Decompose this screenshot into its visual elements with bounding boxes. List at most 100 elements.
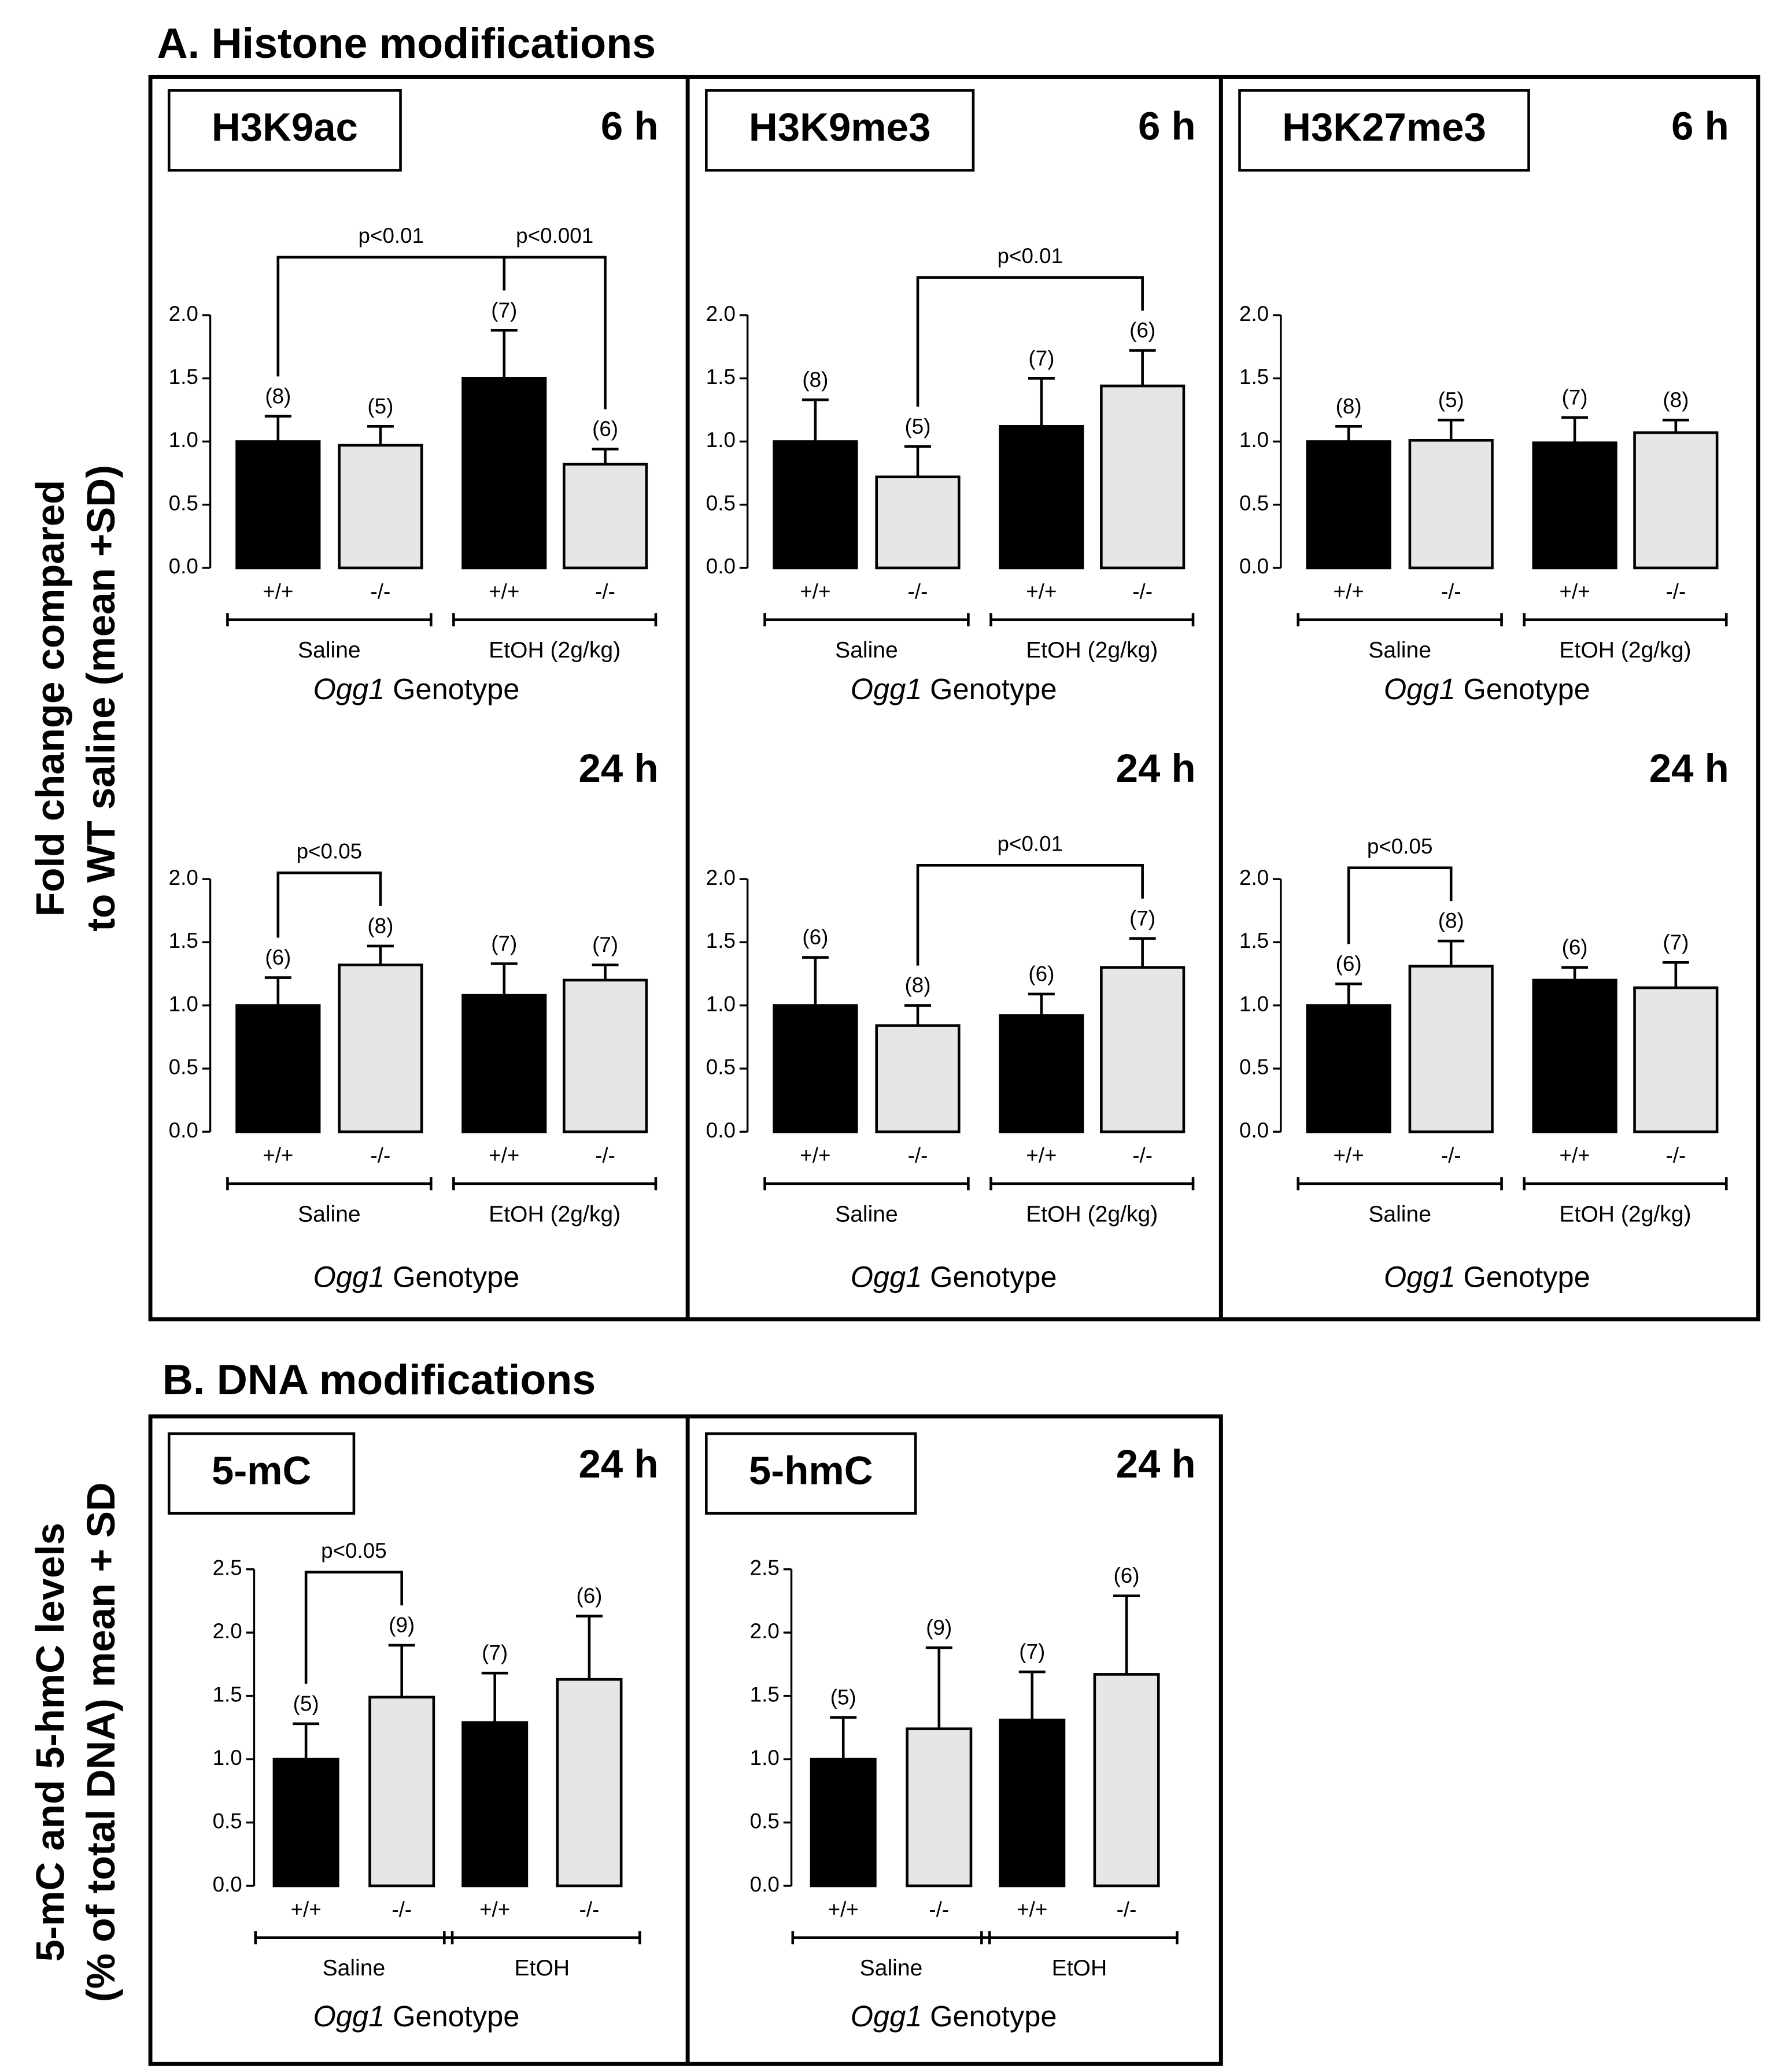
bar xyxy=(556,1678,623,1888)
x-tick-label: -/- xyxy=(371,1143,391,1167)
y-tick-label: 1.0 xyxy=(169,992,198,1015)
time-label: 6 h xyxy=(1671,104,1729,148)
bar xyxy=(338,444,423,570)
group-label: EtOH (2g/kg) xyxy=(1026,1202,1158,1227)
bar xyxy=(1408,965,1494,1133)
x-tick-label: -/- xyxy=(929,1897,949,1921)
x-axis-label: Ogg1 Genotype xyxy=(851,1261,1057,1294)
x-tick-label: +/+ xyxy=(1017,1897,1047,1921)
x-tick-label: +/+ xyxy=(800,1143,830,1167)
significance-bracket xyxy=(916,276,1144,407)
y-tick-label: 1.0 xyxy=(1239,428,1269,452)
x-tick-label: -/- xyxy=(595,1143,615,1167)
marker-label: H3K9me3 xyxy=(749,105,930,150)
x-tick-label: +/+ xyxy=(479,1897,510,1921)
y-tick-label: 0.0 xyxy=(1239,1118,1269,1142)
x-axis-label-gene: Ogg1 xyxy=(851,673,922,706)
group-label: Saline xyxy=(835,638,898,663)
x-tick-label: +/+ xyxy=(1334,1143,1364,1167)
n-label: (7) xyxy=(491,298,517,322)
x-tick-label: +/+ xyxy=(489,579,519,603)
y-axis-label: Fold change compared xyxy=(28,480,72,917)
y-tick-label: 1.5 xyxy=(706,929,736,952)
y-tick-label: 2.0 xyxy=(706,302,736,326)
n-label: (6) xyxy=(265,945,291,969)
time-label: 6 h xyxy=(601,104,659,148)
x-axis-label-gene: Ogg1 xyxy=(313,1261,385,1294)
x-axis-label: Ogg1 Genotype xyxy=(313,1261,520,1294)
x-axis-label-gene: Ogg1 xyxy=(313,673,385,706)
y-tick-label: 2.0 xyxy=(169,866,198,889)
bar xyxy=(1306,440,1391,570)
time-label: 6 h xyxy=(1138,104,1196,148)
significance-label: p<0.05 xyxy=(321,1539,387,1563)
bar xyxy=(999,1718,1066,1888)
x-tick-label: -/- xyxy=(579,1897,600,1921)
significance-label: p<0.001 xyxy=(516,224,593,248)
x-tick-label: +/+ xyxy=(1559,1143,1590,1167)
n-label: (5) xyxy=(293,1691,319,1715)
time-label: 24 h xyxy=(578,746,658,791)
bar xyxy=(999,1014,1084,1133)
bar xyxy=(1093,1673,1160,1888)
section-a-frame xyxy=(148,75,1760,1321)
n-label: (8) xyxy=(367,914,393,937)
x-axis-label: Ogg1 Genotype xyxy=(851,673,1057,706)
x-axis-label-text: Genotype xyxy=(1463,1261,1590,1294)
y-tick-label: 1.5 xyxy=(213,1682,242,1706)
n-label: (7) xyxy=(1663,930,1689,954)
n-label: (6) xyxy=(592,417,618,441)
bar xyxy=(235,1004,321,1133)
x-axis-label-gene: Ogg1 xyxy=(313,2000,385,2033)
x-tick-label: -/- xyxy=(1117,1897,1137,1921)
x-axis-label-text: Genotype xyxy=(930,1261,1057,1294)
x-tick-label: +/+ xyxy=(1026,1143,1057,1167)
group-label: EtOH (2g/kg) xyxy=(1026,638,1158,663)
n-label: (6) xyxy=(576,1584,602,1608)
y-tick-label: 1.0 xyxy=(1239,992,1269,1015)
bar xyxy=(1633,431,1719,570)
marker-label: H3K27me3 xyxy=(1282,105,1486,150)
marker-box xyxy=(705,1432,917,1515)
group-label: Saline xyxy=(1368,638,1431,663)
y-tick-label: 1.0 xyxy=(169,428,198,452)
x-tick-label: +/+ xyxy=(291,1897,322,1921)
group-label: Saline xyxy=(323,1956,386,1981)
n-label: (7) xyxy=(1019,1640,1045,1664)
bar xyxy=(562,978,648,1133)
n-label: (8) xyxy=(1336,394,1362,418)
significance-bracket xyxy=(916,864,1144,966)
marker-box xyxy=(167,89,402,172)
y-axis-label: 5-mC and 5-hmC levels xyxy=(28,1523,72,1962)
bar xyxy=(999,424,1084,570)
bar xyxy=(235,440,321,570)
x-axis-label-gene: Ogg1 xyxy=(1384,1261,1456,1294)
bar xyxy=(906,1727,973,1888)
n-label: (8) xyxy=(1438,909,1464,933)
time-label: 24 h xyxy=(1116,1442,1196,1486)
y-tick-label: 1.0 xyxy=(750,1746,780,1770)
significance-label: p<0.05 xyxy=(1367,834,1433,858)
significance-label: p<0.01 xyxy=(359,224,424,248)
n-label: (8) xyxy=(265,384,291,408)
group-label: Saline xyxy=(835,1202,898,1227)
y-tick-label: 0.5 xyxy=(169,1055,198,1079)
bar xyxy=(461,993,547,1133)
n-label: (9) xyxy=(389,1613,415,1637)
y-tick-label: 0.0 xyxy=(169,1118,198,1142)
y-tick-label: 2.5 xyxy=(750,1556,780,1579)
n-label: (6) xyxy=(1114,1564,1140,1587)
y-tick-label: 0.5 xyxy=(706,491,736,515)
marker-label: 5-mC xyxy=(212,1448,312,1493)
y-tick-label: 0.0 xyxy=(169,555,198,578)
n-label: (7) xyxy=(1028,346,1054,370)
bar xyxy=(810,1757,877,1888)
group-label: EtOH (2g/kg) xyxy=(489,638,621,663)
y-tick-label: 1.0 xyxy=(706,992,736,1015)
y-tick-label: 2.0 xyxy=(169,302,198,326)
y-tick-label: 1.5 xyxy=(1239,929,1269,952)
bar xyxy=(461,1721,529,1888)
y-tick-label: 0.0 xyxy=(706,1118,736,1142)
y-tick-label: 0.0 xyxy=(706,555,736,578)
